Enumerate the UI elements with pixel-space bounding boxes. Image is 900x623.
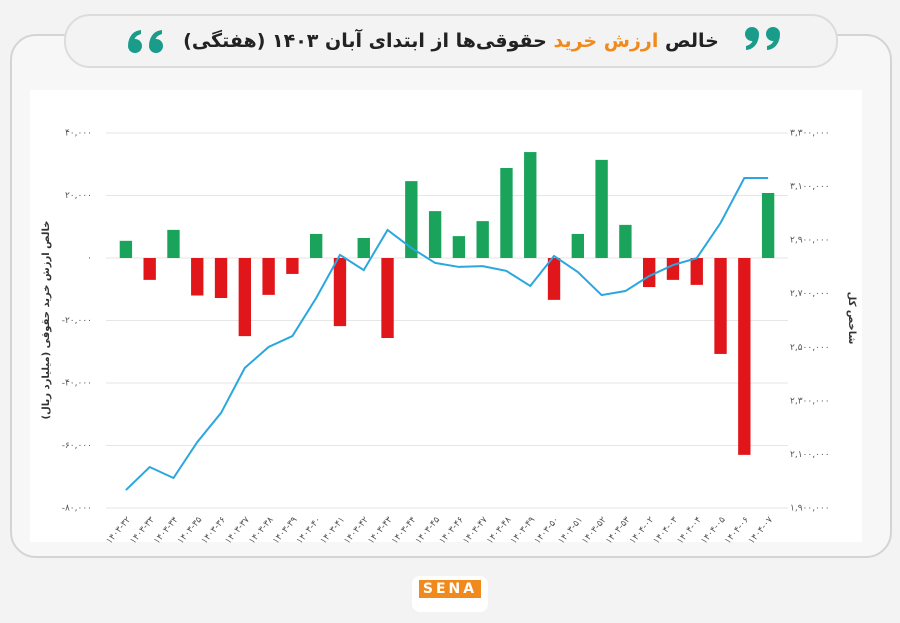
x-tick-label: ۱۴۰۳-۳۶ [200, 515, 228, 546]
x-tick-label: ۱۴۰۴-۰۶ [723, 515, 751, 546]
bar [143, 258, 156, 280]
x-tick-label: ۱۴۰۳-۳۵ [176, 515, 204, 546]
y-tick-label: ۲۰,۰۰۰ [65, 191, 92, 201]
x-tick-label: ۱۴۰۳-۳۷ [224, 515, 252, 546]
chart-title: خالص ارزش خرید حقوقی‌ها از ابتدای آبان ۱… [64, 14, 838, 68]
x-tick-label: ۱۴۰۳-۳۹ [271, 515, 299, 546]
x-tick-label: ۱۴۰۴-۰۳ [652, 515, 680, 546]
y-axis-label: خالص ارزش خرید حقوقی (میلیارد ریال) [41, 221, 52, 420]
x-tick-label: ۱۴۰۳-۴۱ [319, 515, 347, 546]
x-tick-label: ۱۴۰۳-۵۳ [604, 515, 632, 546]
x-tick-label: ۱۴۰۳-۳۲ [105, 515, 133, 546]
bar [547, 258, 561, 300]
x-tick-label: ۱۴۰۳-۵۲ [580, 515, 608, 546]
title-part: ارزش خرید [553, 30, 659, 52]
bar [500, 168, 513, 258]
x-tick-label: ۱۴۰۳-۴۷ [461, 515, 489, 546]
bar [571, 233, 585, 258]
y2-tick-label: ۲,۷۰۰,۰۰۰ [790, 289, 830, 299]
y-tick-label: ۰ [87, 254, 92, 264]
bar [286, 258, 299, 274]
line [125, 177, 769, 491]
x-tick-label: ۱۴۰۳-۵۰ [533, 515, 561, 546]
x-tick-label: ۱۴۰۳-۳۸ [247, 515, 275, 546]
bar [405, 181, 418, 258]
bar [428, 211, 442, 258]
y2-tick-label: ۲,۵۰۰,۰۰۰ [790, 343, 830, 353]
logo: SENA [412, 576, 488, 612]
x-tick-label: ۱۴۰۴-۰۲ [628, 515, 656, 546]
bar [476, 221, 489, 258]
x-tick-label: ۱۴۰۳-۴۳ [366, 515, 394, 546]
bar [167, 229, 180, 258]
x-tick-label: ۱۴۰۳-۴۰ [295, 515, 323, 546]
y2-tick-label: ۱,۹۰۰,۰۰۰ [790, 504, 830, 514]
y-tick-label: ۴۰,۰۰۰ [65, 129, 92, 139]
bar [738, 258, 751, 455]
bar [595, 159, 608, 258]
x-tick-label: ۱۴۰۳-۳۴ [152, 515, 180, 546]
x-tick-label: ۱۴۰۳-۴۴ [390, 515, 418, 546]
bar [666, 258, 680, 280]
y2-tick-label: ۲,۱۰۰,۰۰۰ [790, 450, 830, 460]
x-tick-label: ۱۴۰۳-۳۳ [128, 515, 156, 546]
bar [761, 193, 775, 258]
x-tick-label: ۱۴۰۳-۵۱ [557, 515, 585, 546]
quote-icon [128, 27, 780, 53]
x-tick-label: ۱۴۰۴-۰۷ [747, 515, 775, 546]
y2-tick-label: ۳,۱۰۰,۰۰۰ [790, 182, 830, 192]
y-tick-label: -۲۰,۰۰۰ [62, 316, 92, 326]
y2-tick-label: ۲,۳۰۰,۰۰۰ [790, 396, 830, 406]
brand: SENA [418, 580, 482, 598]
bar [191, 258, 204, 296]
bar [452, 236, 466, 258]
title-part: خالص [664, 30, 719, 52]
y2-axis-label: شاخص کل [846, 292, 857, 345]
y-tick-label: -۴۰,۰۰۰ [62, 379, 92, 389]
y-tick-label: -۶۰,۰۰۰ [62, 441, 92, 451]
y2-tick-label: ۲,۹۰۰,۰۰۰ [790, 236, 830, 246]
bar [619, 224, 632, 258]
bar [119, 240, 133, 258]
bar [690, 258, 703, 285]
bar [642, 258, 656, 288]
bar [309, 233, 323, 258]
x-tick-label: ۱۴۰۳-۴۶ [438, 515, 466, 546]
x-tick-label: ۱۴۰۳-۴۵ [414, 515, 442, 546]
x-tick-label: ۱۴۰۳-۴۲ [343, 515, 371, 546]
bar [357, 238, 370, 258]
x-tick-label: ۱۴۰۳-۴۹ [509, 515, 537, 546]
bar [238, 258, 252, 337]
bar [214, 258, 228, 298]
x-tick-label: ۱۴۰۴-۰۵ [699, 515, 727, 546]
bar [524, 152, 537, 258]
x-tick-label: ۱۴۰۳-۴۸ [485, 515, 513, 546]
bar [262, 258, 275, 295]
bar [714, 258, 727, 354]
title-part: حقوقی‌ها از ابتدای آبان ۱۴۰۳ (هفتگی) [183, 30, 547, 52]
x-tick-label: ۱۴۰۴-۰۴ [676, 515, 704, 546]
y-tick-label: -۸۰,۰۰۰ [62, 504, 92, 514]
bar [381, 258, 394, 338]
y2-tick-label: ۳,۳۰۰,۰۰۰ [790, 129, 830, 139]
bar [333, 258, 347, 327]
